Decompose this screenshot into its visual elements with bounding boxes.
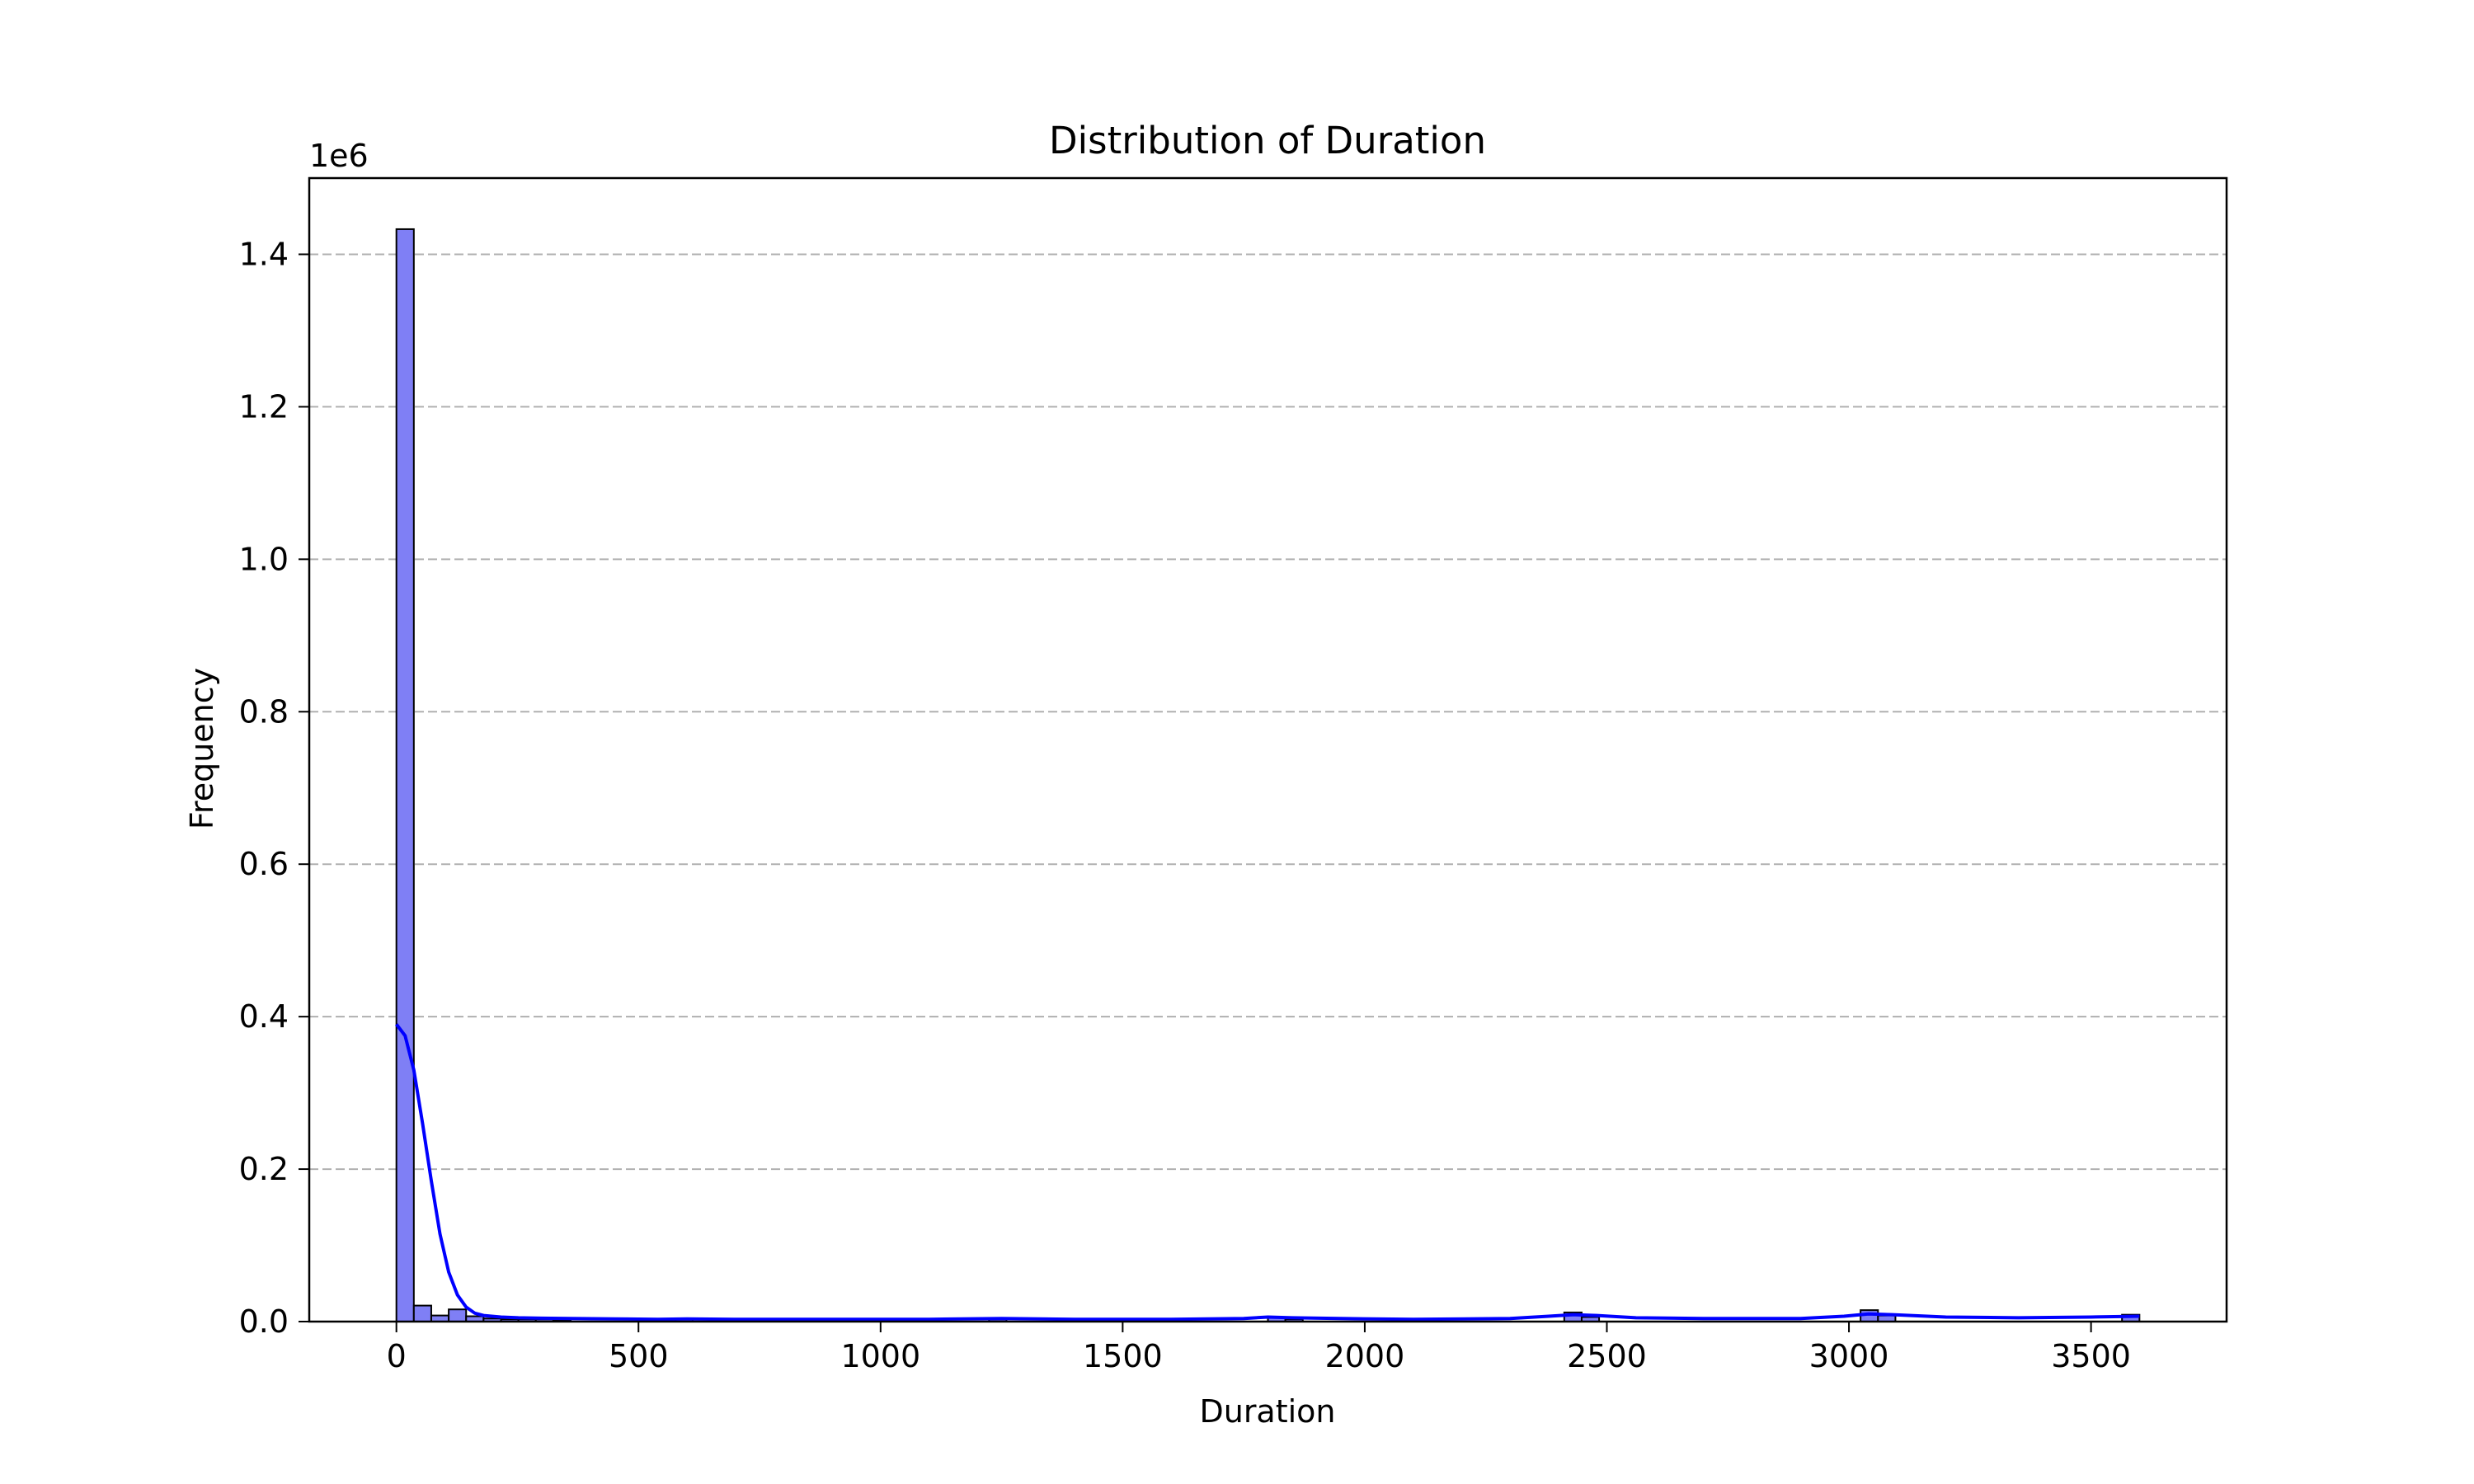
y-tick-label-1: 0.2	[239, 1151, 289, 1187]
y-tick-label-5: 1.0	[239, 541, 289, 577]
x-tick-label-6: 3000	[1809, 1338, 1889, 1374]
y-axis-label: Frequency	[184, 668, 220, 829]
x-tick-label-3: 1500	[1083, 1338, 1163, 1374]
x-axis-label: Duration	[1199, 1393, 1335, 1430]
x-tick-label-7: 3500	[2051, 1338, 2131, 1374]
y-tick-label-2: 0.4	[239, 998, 289, 1035]
x-tick-label-5: 2500	[1567, 1338, 1647, 1374]
y-tick-label-0: 0.0	[239, 1303, 289, 1340]
y-tick-label-3: 0.6	[239, 846, 289, 882]
kde-curve	[395, 1023, 2140, 1322]
plot-frame	[308, 176, 2228, 1323]
chart-title: Distribution of Duration	[1049, 119, 1486, 162]
y-tick-label-7: 1.4	[239, 236, 289, 272]
x-tick-label-2: 1000	[840, 1338, 920, 1374]
x-axis-ticks: 0 500 1000 1500 2000 2500 3000 3500	[387, 1322, 2131, 1374]
x-tick-label-1: 500	[609, 1338, 669, 1374]
histogram-bar-0	[395, 228, 415, 1323]
plot-area-background	[309, 178, 2227, 1322]
grid-lines	[309, 253, 2227, 1171]
histogram-bar-3	[448, 1308, 468, 1322]
x-tick-label-0: 0	[387, 1338, 407, 1374]
histogram-bar-1	[412, 1304, 432, 1323]
y-axis-ticks: 0.0 0.2 0.4 0.6 0.8 1.0 1.2 1.4	[239, 236, 309, 1340]
y-axis-offset-label: 1e6	[309, 138, 369, 174]
y-tick-label-4: 0.8	[239, 693, 289, 730]
x-tick-label-4: 2000	[1325, 1338, 1405, 1374]
y-tick-label-6: 1.2	[239, 388, 289, 425]
